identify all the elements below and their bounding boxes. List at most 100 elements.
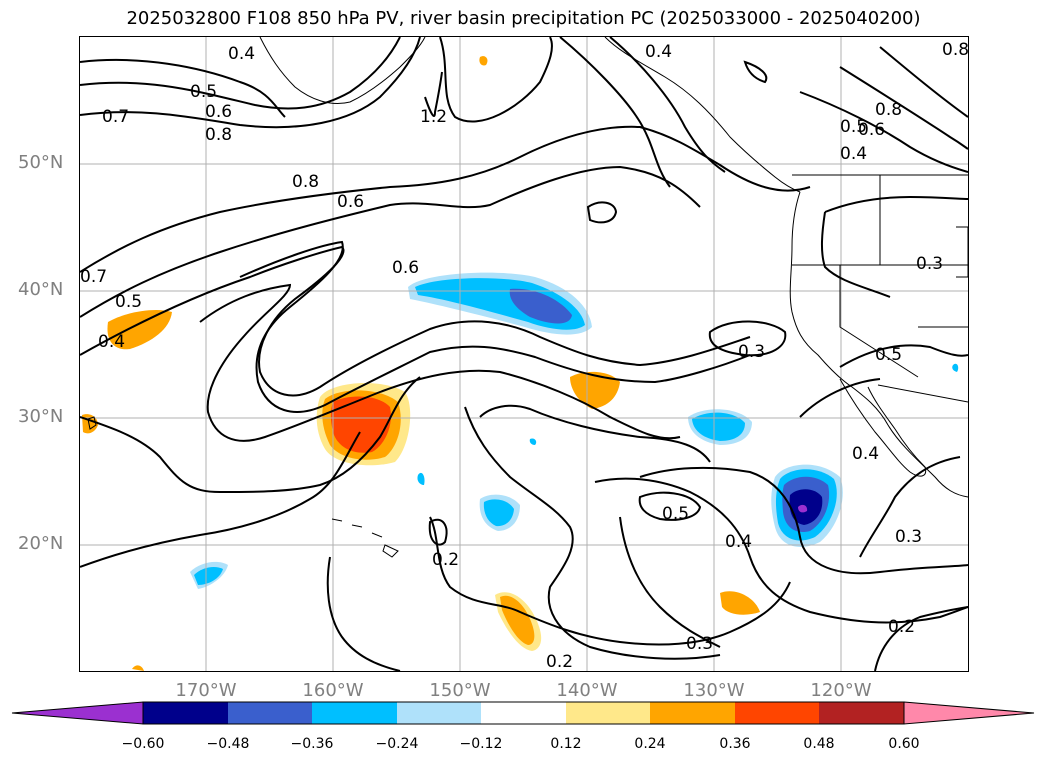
- pv-contour: [874, 606, 968, 671]
- island: [87, 416, 97, 430]
- negative-anomaly-region: [798, 504, 808, 513]
- pv-contour: [80, 245, 751, 397]
- positive-anomaly-region: [720, 591, 760, 615]
- contour-label: 0.7: [102, 107, 129, 127]
- colorbar-bin: [735, 702, 819, 724]
- lat-label: 30°N: [18, 406, 64, 427]
- colorbar-tick-label: −0.36: [290, 736, 334, 752]
- pv-contour: [839, 344, 968, 368]
- pv-contour: [708, 320, 787, 357]
- colorbar-tick-label: 0.36: [719, 736, 751, 752]
- pv-contour: [609, 37, 726, 173]
- lon-label: 120°W: [810, 680, 872, 701]
- pv-contours: [80, 37, 968, 671]
- pv-contour: [80, 431, 361, 568]
- negative-anomaly-region: [483, 499, 514, 527]
- lon-label: 170°W: [175, 680, 237, 701]
- coastlines: [87, 37, 968, 558]
- colorbar-bin: [228, 702, 312, 724]
- contour-label: 0.6: [337, 192, 364, 212]
- contour-label: 0.4: [228, 44, 255, 64]
- contour-label: 0.4: [852, 444, 879, 464]
- contour-label: 0.2: [888, 617, 915, 637]
- contour-label: 0.8: [942, 40, 968, 60]
- contour-label: 0.6: [392, 258, 419, 278]
- pv-contour: [199, 283, 681, 442]
- pv-contour: [839, 66, 968, 150]
- north-america-coastline: [789, 191, 968, 498]
- pv-contour: [743, 60, 768, 84]
- colorbar-tick-label: 0.12: [550, 736, 582, 752]
- pv-contour: [879, 46, 968, 118]
- baja-coastline: [839, 378, 927, 477]
- colorbar-outline: [142, 701, 905, 725]
- pv-contour: [439, 37, 553, 123]
- contour-label: 0.3: [916, 254, 943, 274]
- pv-contour: [638, 491, 702, 521]
- negative-anomaly-region: [692, 412, 745, 441]
- colorbar: [11, 701, 1035, 725]
- contour-label: 0.4: [645, 42, 672, 62]
- colorbar-bin: [143, 702, 228, 724]
- contour-label: 0.2: [546, 652, 573, 671]
- gridlines: [80, 37, 968, 671]
- map-panel: 0.4 0.5 0.6 0.7 0.8 1.2 0.8 0.6 0.6 0.7 …: [79, 36, 969, 672]
- state-border: [877, 384, 968, 403]
- contour-labels: 0.4 0.5 0.6 0.7 0.8 1.2 0.8 0.6 0.6 0.7 …: [80, 40, 968, 671]
- contour-label: 0.6: [205, 102, 232, 122]
- pv-contour: [326, 556, 401, 671]
- pv-contour: [80, 37, 401, 110]
- positive-anomaly-region: [132, 665, 144, 671]
- pv-contour: [824, 195, 968, 213]
- colorbar-extend-high: [903, 701, 1035, 725]
- positive-anomaly-region: [479, 56, 488, 66]
- colorbar-bin: [481, 702, 566, 724]
- lon-label: 140°W: [556, 680, 618, 701]
- contour-label: 0.5: [662, 504, 689, 524]
- positive-anomaly-region: [107, 310, 172, 350]
- alaska-coastline: [604, 37, 801, 193]
- pv-contour: [799, 378, 881, 418]
- pv-contour: [429, 516, 791, 646]
- pv-contour: [80, 37, 421, 129]
- pv-contour: [464, 406, 721, 660]
- lon-label: 160°W: [302, 680, 364, 701]
- pv-contour: [428, 518, 448, 546]
- colorbar-bin: [397, 702, 481, 724]
- lat-label: 40°N: [18, 279, 64, 300]
- colorbar-bin: [650, 702, 735, 724]
- pv-contour: [479, 404, 711, 463]
- lat-label: 20°N: [18, 533, 64, 554]
- contour-label: 1.2: [420, 107, 447, 127]
- colorbar-tick-label: 0.60: [888, 736, 920, 752]
- colorbar-bin: [566, 702, 650, 724]
- contour-label: 0.5: [875, 345, 902, 365]
- contour-label: 0.7: [80, 267, 107, 287]
- pv-contour: [424, 71, 443, 117]
- contour-label: 0.2: [432, 550, 459, 570]
- hawaii-islands: [331, 518, 399, 558]
- pv-contour: [799, 91, 968, 173]
- contour-label: 0.5: [190, 82, 217, 102]
- contour-label: 0.6: [858, 120, 885, 140]
- colorbar-tick-label: −0.24: [375, 736, 419, 752]
- map-title: 2025032800 F108 850 hPa PV, river basin …: [126, 8, 921, 29]
- negative-anomaly-region: [952, 363, 959, 372]
- colorbar-tick-label: −0.12: [459, 736, 503, 752]
- contour-label: 0.3: [895, 527, 922, 547]
- contour-label: 0.8: [875, 100, 902, 120]
- pv-contour: [80, 376, 421, 494]
- contour-label: 0.4: [725, 532, 752, 552]
- contour-label: 0.3: [738, 342, 765, 362]
- state-border: [839, 265, 919, 378]
- positive-anomaly-region: [570, 371, 620, 409]
- contour-label: 0.3: [686, 634, 713, 654]
- lat-label: 50°N: [18, 152, 64, 173]
- pv-contour: [80, 165, 701, 318]
- colorbar-bin: [819, 702, 904, 724]
- pv-contour: [586, 201, 618, 224]
- lon-label: 150°W: [429, 680, 491, 701]
- pv-contour: [559, 37, 671, 188]
- map-canvas: 0.4 0.5 0.6 0.7 0.8 1.2 0.8 0.6 0.6 0.7 …: [80, 37, 968, 671]
- pv-contour: [594, 477, 968, 624]
